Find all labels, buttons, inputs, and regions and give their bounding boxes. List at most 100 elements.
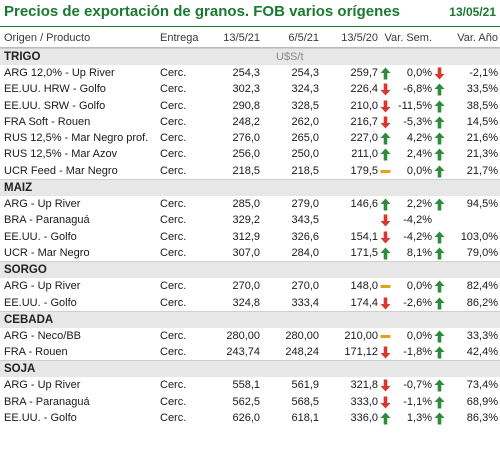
product-name: RUS 12,5% - Mar Negro prof.: [4, 132, 149, 145]
up-arrow-icon: [434, 100, 445, 113]
yearly-change: 79,0%: [466, 246, 498, 259]
down-arrow-icon: [380, 379, 391, 392]
weekly-change: -1,1%: [403, 395, 432, 408]
price-current: 270,0: [232, 280, 260, 293]
down-arrow-icon: [380, 297, 391, 310]
table-row: BRA - Paranaguá Cerc. 562,5 568,5 333,0 -1,1%…: [0, 394, 500, 410]
price-current: 329,2: [232, 214, 260, 227]
table-row: ARG - Neco/BB Cerc. 280,00 280,00 210,00 0,0%…: [0, 328, 500, 344]
price-prev-year: 211,0: [351, 148, 378, 161]
product-name: ARG 12,0% - Up River: [4, 67, 115, 79]
flat-arrow-icon: [380, 330, 391, 343]
delivery: Cerc.: [160, 246, 187, 259]
price-current: 307,0: [232, 246, 260, 259]
yearly-change: 21,3%: [466, 148, 498, 161]
weekly-change: -0,7%: [403, 379, 432, 392]
price-current: 562,5: [232, 395, 260, 408]
table-row: FRA - Rouen Cerc. 243,74 248,24 171,12 -1,8% 4…: [0, 344, 500, 360]
up-arrow-icon: [434, 148, 445, 161]
yearly-change: 86,2%: [466, 296, 498, 309]
empty-icon: [434, 214, 445, 227]
price-prev-week: 324,3: [291, 83, 319, 96]
price-current: 285,0: [232, 198, 260, 211]
price-prev-week: 248,24: [285, 346, 319, 359]
table-row: EE.UU. HRW - Golfo Cerc. 302,3 324,3 226,4 -6…: [0, 81, 500, 97]
weekly-change: 8,1%: [406, 246, 432, 259]
price-prev-year: 210,0: [350, 99, 378, 112]
price-prev-week: 280,00: [285, 329, 319, 342]
price-prev-year: 171,5: [350, 246, 378, 259]
table-row: EE.UU. SRW - Golfo Cerc. 290,8 328,5 210,0 -1…: [0, 98, 500, 114]
section-name: SORGO: [4, 264, 47, 277]
price-current: 324,8: [232, 296, 260, 309]
table-row: EE.UU. - Golfo Cerc. 324,8 333,4 174,4 -2,6% 8…: [0, 295, 500, 311]
delivery: Cerc.: [160, 329, 187, 342]
up-arrow-icon: [434, 247, 445, 260]
section-name: SOJA: [4, 363, 36, 376]
product-name: ARG - Neco/BB: [4, 329, 82, 342]
price-prev-year: 333,0: [350, 395, 378, 408]
yearly-change: 38,5%: [466, 99, 498, 112]
up-arrow-icon: [434, 412, 445, 425]
product-name: RUS 12,5% - Mar Azov: [4, 148, 118, 161]
product-name: EE.UU. - Golfo: [4, 412, 77, 425]
yearly-change: 68,9%: [466, 395, 498, 408]
up-arrow-icon: [434, 165, 445, 178]
price-current: 558,1: [232, 379, 260, 392]
up-arrow-icon: [380, 198, 391, 211]
weekly-change: 1,3%: [406, 412, 432, 425]
down-arrow-icon: [434, 67, 445, 80]
down-arrow-icon: [380, 100, 391, 113]
down-arrow-icon: [380, 83, 391, 96]
table-row: UCR Feed - Mar Negro Cerc. 218,5 218,5 179,5…: [0, 163, 500, 179]
price-prev-year: 174,4: [350, 296, 378, 309]
price-current: 290,8: [232, 99, 260, 112]
up-arrow-icon: [380, 132, 391, 145]
up-arrow-icon: [380, 247, 391, 260]
price-prev-week: 618,1: [291, 412, 319, 425]
product-name: BRA - Paranaguá: [4, 395, 90, 408]
price-prev-year: 148,0: [350, 280, 378, 293]
delivery: Cerc.: [160, 280, 187, 293]
section-header: SORGO: [0, 261, 500, 279]
weekly-change: 4,2%: [406, 132, 432, 145]
delivery: Cerc.: [160, 346, 187, 359]
price-prev-year: 336,0: [350, 412, 378, 425]
price-prev-week: 250,0: [291, 148, 319, 161]
weekly-change: 0,0%: [406, 280, 432, 293]
up-arrow-icon: [434, 132, 445, 145]
table-row: RUS 12,5% - Mar Negro prof. Cerc. 276,0 265…: [0, 130, 500, 146]
product-name: ARG - Up River: [4, 198, 81, 211]
price-prev-week: 270,0: [291, 280, 319, 293]
price-prev-year: 179,5: [350, 164, 378, 177]
yearly-change: 82,4%: [466, 280, 498, 293]
price-prev-year: 154,1: [350, 230, 378, 243]
weekly-change: -1,8%: [403, 346, 432, 359]
weekly-change: -6,8%: [403, 83, 432, 96]
price-prev-year: 210,00: [344, 329, 378, 342]
down-arrow-icon: [380, 116, 391, 129]
price-prev-week: 561,9: [291, 379, 319, 392]
yearly-change: 73,4%: [466, 379, 498, 392]
flat-arrow-icon: [380, 280, 391, 293]
table-row: EE.UU. - Golfo Cerc. 312,9 326,6 154,1 -4,2% 1…: [0, 229, 500, 245]
up-arrow-icon: [434, 396, 445, 409]
product-name: UCR Feed - Mar Negro: [4, 164, 118, 177]
down-arrow-icon: [380, 346, 391, 359]
up-arrow-icon: [434, 198, 445, 211]
price-prev-week: 326,6: [291, 230, 319, 243]
product-name: ARG - Up River: [4, 280, 81, 293]
price-current: 243,74: [226, 346, 260, 359]
price-prev-week: 265,0: [291, 132, 319, 145]
section-header: TRIGO U$S/t: [0, 48, 500, 65]
price-prev-week: 218,5: [291, 164, 319, 177]
table-row: EE.UU. - Golfo Cerc. 626,0 618,1 336,0 1,3% 86…: [0, 410, 500, 426]
delivery: Cerc.: [160, 148, 187, 161]
price-current: 276,0: [232, 132, 260, 145]
weekly-change: -5,3%: [403, 115, 432, 128]
price-current: 248,2: [232, 115, 260, 128]
up-arrow-icon: [434, 83, 445, 96]
price-prev-year: 259,7: [350, 67, 378, 79]
price-prev-week: 279,0: [291, 198, 319, 211]
delivery: Cerc.: [160, 198, 187, 211]
